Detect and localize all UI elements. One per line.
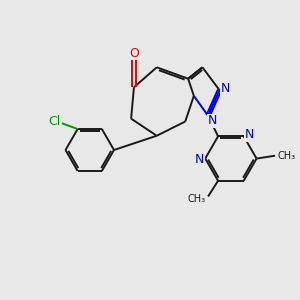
Text: Cl: Cl bbox=[48, 116, 60, 128]
Text: N: N bbox=[245, 128, 254, 141]
Text: N: N bbox=[195, 154, 204, 166]
Text: CH₃: CH₃ bbox=[187, 194, 205, 204]
Text: N: N bbox=[208, 114, 217, 128]
Text: O: O bbox=[129, 46, 139, 59]
Text: N: N bbox=[221, 82, 230, 95]
Text: CH₃: CH₃ bbox=[278, 151, 296, 161]
